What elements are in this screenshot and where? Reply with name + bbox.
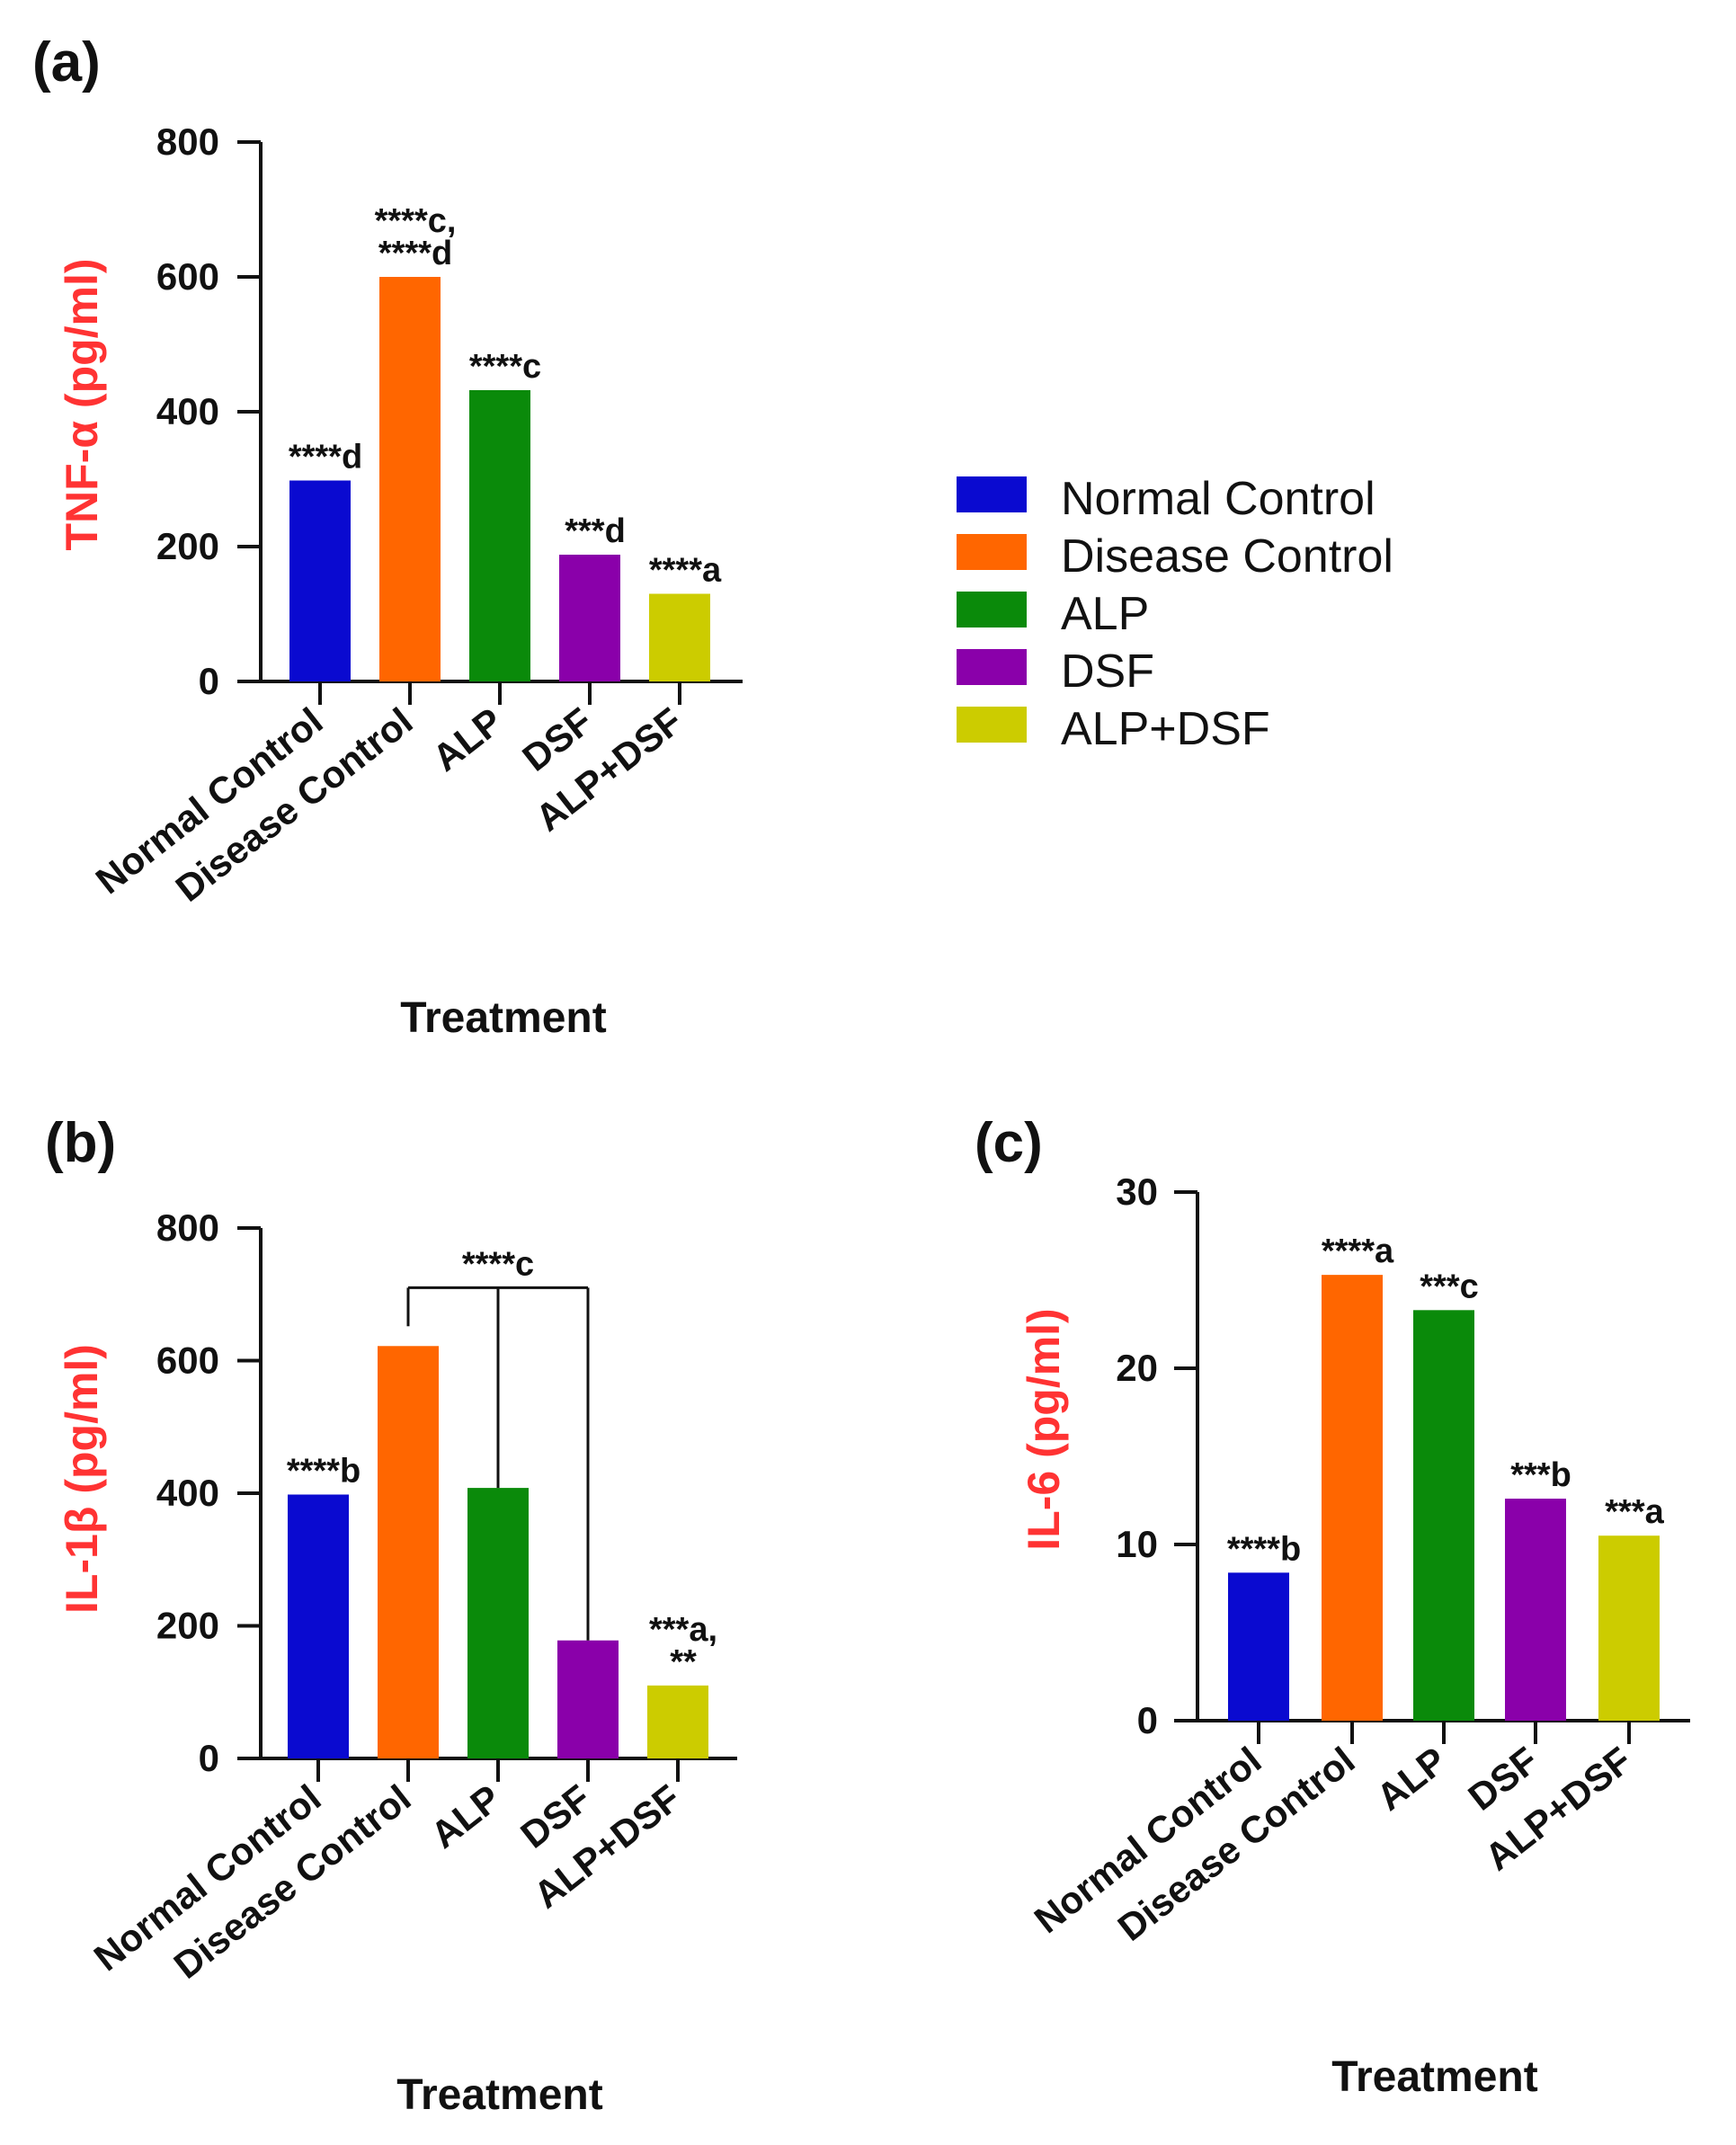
legend-label-alp-dsf: ALP+DSF <box>1061 703 1270 755</box>
panel-b-bar-normal-control <box>288 1494 349 1758</box>
panel-a-annotation-dsf: ***d <box>565 512 626 550</box>
legend: Normal Control Disease Control ALP DSF A… <box>957 473 1393 755</box>
legend-swatch-dsf <box>957 649 1027 685</box>
panel-a-y-tick-label: 600 <box>156 255 219 298</box>
legend-label-dsf: DSF <box>1061 645 1154 698</box>
panel-a-annotation-alp: ****c <box>469 348 541 386</box>
legend-swatch-alp <box>957 592 1027 627</box>
panel-a-y-tick-label: 800 <box>156 120 219 163</box>
panel-c-y-tick-label: 0 <box>1137 1699 1158 1741</box>
panel-b-bar-alp-dsf <box>647 1685 708 1758</box>
panel-b-annotation-normal-control: ****b <box>287 1452 361 1490</box>
panel-c-ylabel: IL-6 (pg/ml) <box>1019 1308 1069 1550</box>
panel-b-x-tick-label-alp: ALP <box>423 1776 508 1856</box>
panel-b-label: (b) <box>45 1112 116 1174</box>
panel-b-ylabel: IL-1β (pg/ml) <box>57 1344 107 1614</box>
panel-c-bar-alp <box>1413 1310 1474 1721</box>
panel-c-xlabel: Treatment <box>1331 2053 1537 2101</box>
panel-c-bar-normal-control <box>1228 1572 1289 1721</box>
panel-b-bar-alp <box>467 1488 529 1758</box>
panel-a-y-tick-label: 0 <box>199 660 219 702</box>
panel-a-xlabel: Treatment <box>400 994 606 1042</box>
panel-b-y-tick-label: 600 <box>156 1340 219 1382</box>
panel-c-y-tick-label: 10 <box>1116 1523 1158 1565</box>
panel-a-y-tick-label: 400 <box>156 390 219 432</box>
panel-c-annotation-alp-dsf: ***a <box>1605 1493 1664 1531</box>
panel-b: (b) IL-1β (pg/ml) Treatment 0 200 400 600 80… <box>45 1112 737 2119</box>
legend-label-alp: ALP <box>1061 588 1149 640</box>
panel-a-bar-disease-control <box>379 277 441 681</box>
panel-b-y-tick-label: 0 <box>199 1737 219 1779</box>
panel-c-y-tick-label: 20 <box>1116 1347 1158 1389</box>
panel-c-bar-dsf <box>1505 1499 1566 1721</box>
legend-swatch-alp-dsf <box>957 707 1027 743</box>
panel-c-annotation-alp: ***c <box>1420 1268 1479 1305</box>
panel-c-annotation-disease-control: ****a <box>1322 1233 1394 1270</box>
legend-swatch-normal-control <box>957 476 1027 512</box>
panel-c: (c) IL-6 (pg/ml) Treatment 0102030Normal… <box>975 1112 1690 2101</box>
panel-b-bar-dsf <box>557 1640 619 1758</box>
legend-swatch-disease-control <box>957 534 1027 570</box>
panel-a-ylabel: TNF-α (pg/ml) <box>57 258 107 550</box>
panel-c-label: (c) <box>975 1112 1043 1174</box>
panel-b-y-tick-label: 400 <box>156 1472 219 1514</box>
panel-a-bar-alp <box>469 390 530 681</box>
panel-b-xlabel: Treatment <box>396 2071 602 2119</box>
legend-label-normal-control: Normal Control <box>1061 473 1375 525</box>
panel-c-x-tick-label-alp: ALP <box>1368 1739 1454 1819</box>
panel-a-annotation-normal-control: ****d <box>289 439 362 476</box>
panel-a-bar-alp-dsf <box>649 593 710 681</box>
panel-b-annotation-alp-dsf: ***a, <box>649 1611 717 1649</box>
panel-a-x-tick-label-alp: ALP <box>424 699 510 779</box>
panel-b-bracket-label: ****c <box>462 1245 534 1283</box>
panel-b-y-tick-label: 200 <box>156 1605 219 1647</box>
panel-b-annotation-alp-dsf: ** <box>670 1643 697 1681</box>
panel-a: (a) TNF-α (pg/ml) Treatment 0 200 400 600 80… <box>32 31 743 1042</box>
panel-b-bar-disease-control <box>378 1346 439 1758</box>
panel-c-bar-alp-dsf <box>1598 1535 1660 1721</box>
panel-c-bar-disease-control <box>1322 1275 1383 1721</box>
panel-a-label: (a) <box>32 31 101 93</box>
panel-a-annotation-alp-dsf: ****a <box>649 552 722 590</box>
panel-c-annotation-normal-control: ****b <box>1227 1530 1301 1568</box>
panel-a-y-tick-label: 200 <box>156 525 219 567</box>
panel-c-y-tick-label: 30 <box>1116 1170 1158 1213</box>
panel-a-bar-normal-control <box>289 480 351 681</box>
legend-label-disease-control: Disease Control <box>1061 530 1393 583</box>
panel-a-annotation-disease-control: ****c, <box>375 202 457 240</box>
panel-c-annotation-dsf: ***b <box>1510 1456 1571 1494</box>
panel-a-annotation-disease-control: ****d <box>378 235 452 272</box>
panel-b-y-tick-label: 800 <box>156 1206 219 1249</box>
panel-a-bar-dsf <box>559 555 620 681</box>
